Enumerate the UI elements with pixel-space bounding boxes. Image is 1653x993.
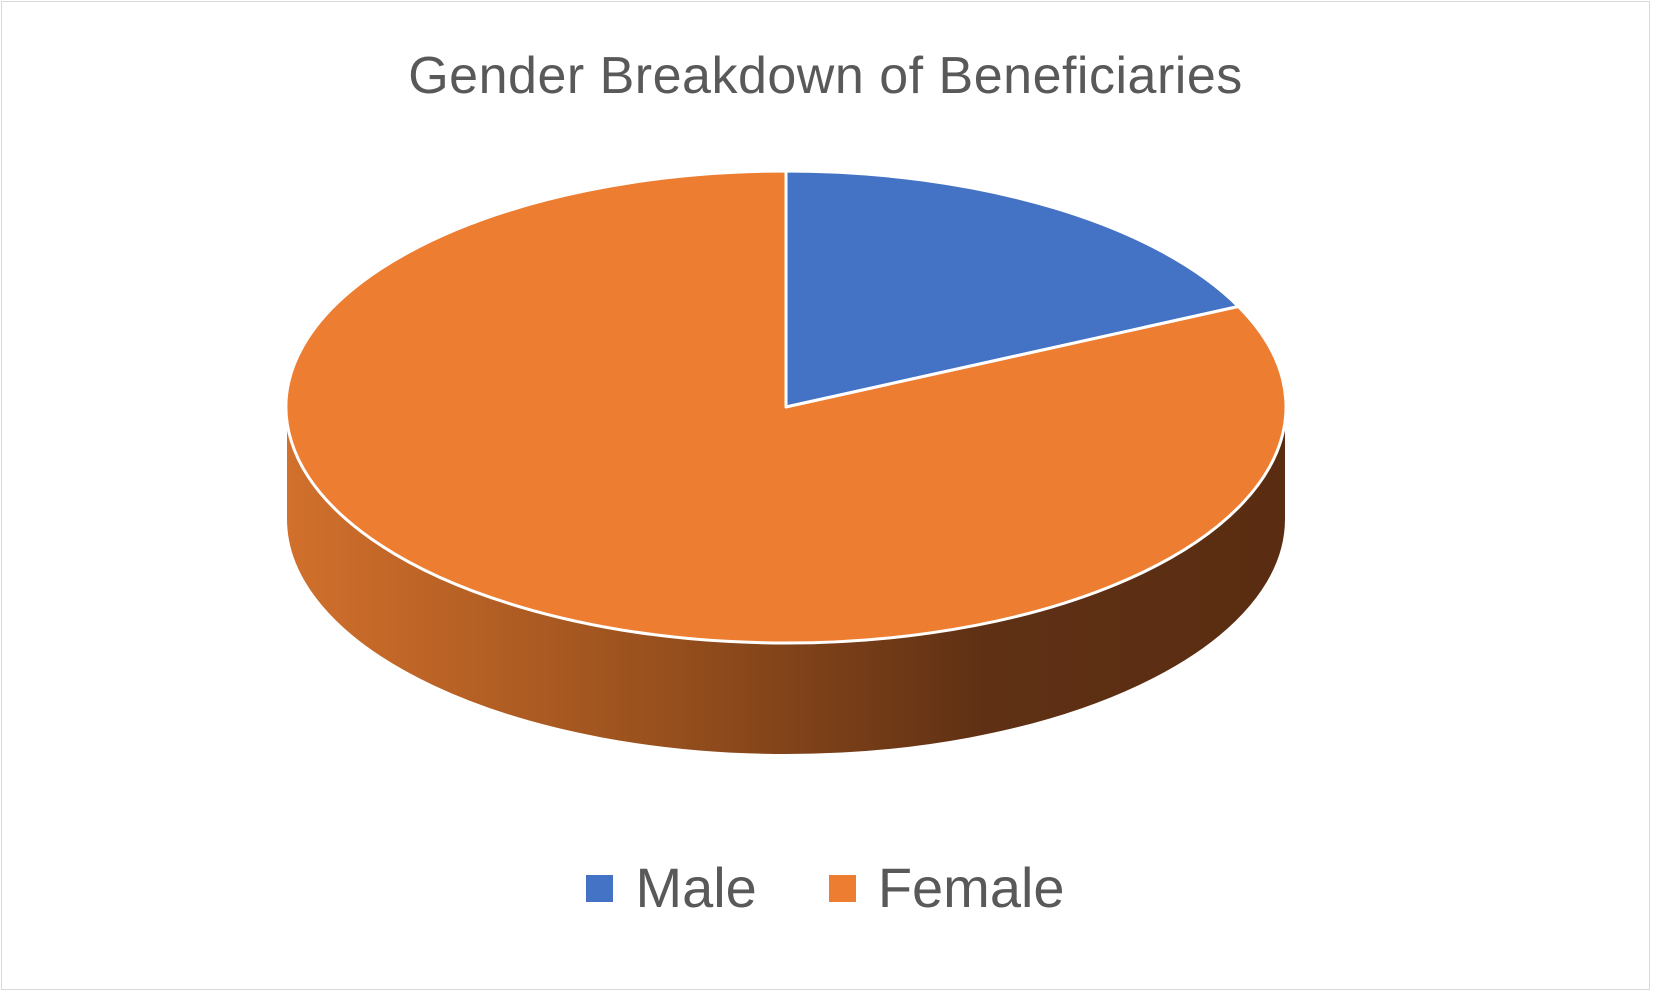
legend-entry-female[interactable]: Female: [828, 856, 1065, 919]
legend-label-male: Male: [635, 856, 757, 919]
legend-label-female: Female: [877, 856, 1065, 919]
pie-top: [284, 169, 1288, 645]
legend-entry-male[interactable]: Male: [586, 856, 757, 919]
pie-slice-female[interactable]: [284, 169, 1288, 645]
chart-title: Gender Breakdown of Beneficiaries: [408, 47, 1243, 105]
pie-slice-male[interactable]: [784, 169, 1240, 409]
legend-swatch-male: [586, 874, 614, 902]
legend: Male Female: [2, 860, 1649, 916]
legend-swatch-female: [828, 874, 856, 902]
